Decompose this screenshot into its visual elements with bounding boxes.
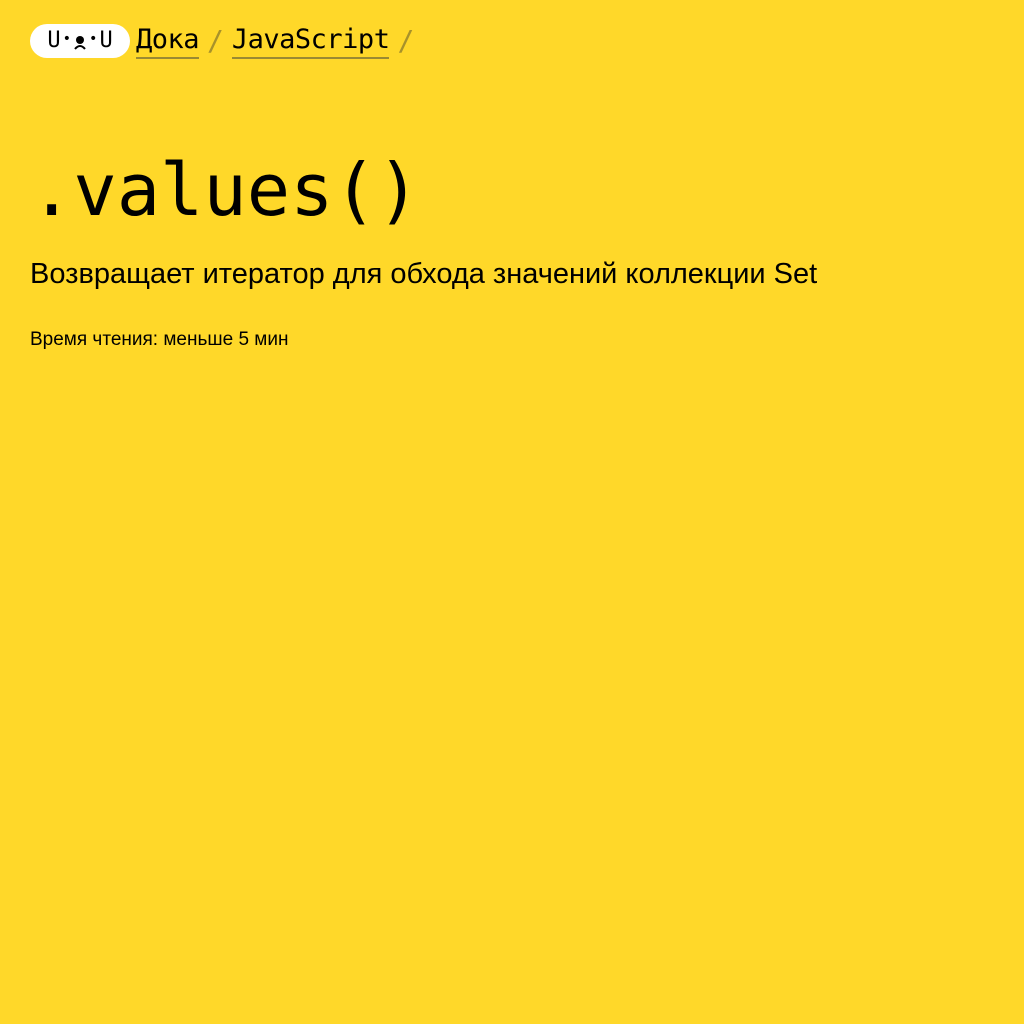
breadcrumb-separator: / <box>207 24 224 57</box>
breadcrumb-link-javascript[interactable]: JavaScript <box>231 23 390 59</box>
logo-right-ear: U <box>99 28 113 53</box>
reading-time: Время чтения: меньше 5 мин <box>30 329 289 350</box>
doka-logo-icon[interactable]: U • • U <box>30 24 130 58</box>
logo-left-ear: U <box>47 28 61 53</box>
breadcrumb-link-doka[interactable]: Дока <box>136 23 200 59</box>
logo-eye-icon: • <box>62 31 71 47</box>
breadcrumb: U • • U Дока / JavaScript / <box>30 22 422 60</box>
page-description: Возвращает итератор для обхода значений … <box>30 258 818 290</box>
page-title: .values() <box>30 148 421 232</box>
logo-eye-icon: • <box>89 31 98 47</box>
breadcrumb-separator: / <box>397 24 415 57</box>
logo-nose-icon <box>74 36 86 50</box>
